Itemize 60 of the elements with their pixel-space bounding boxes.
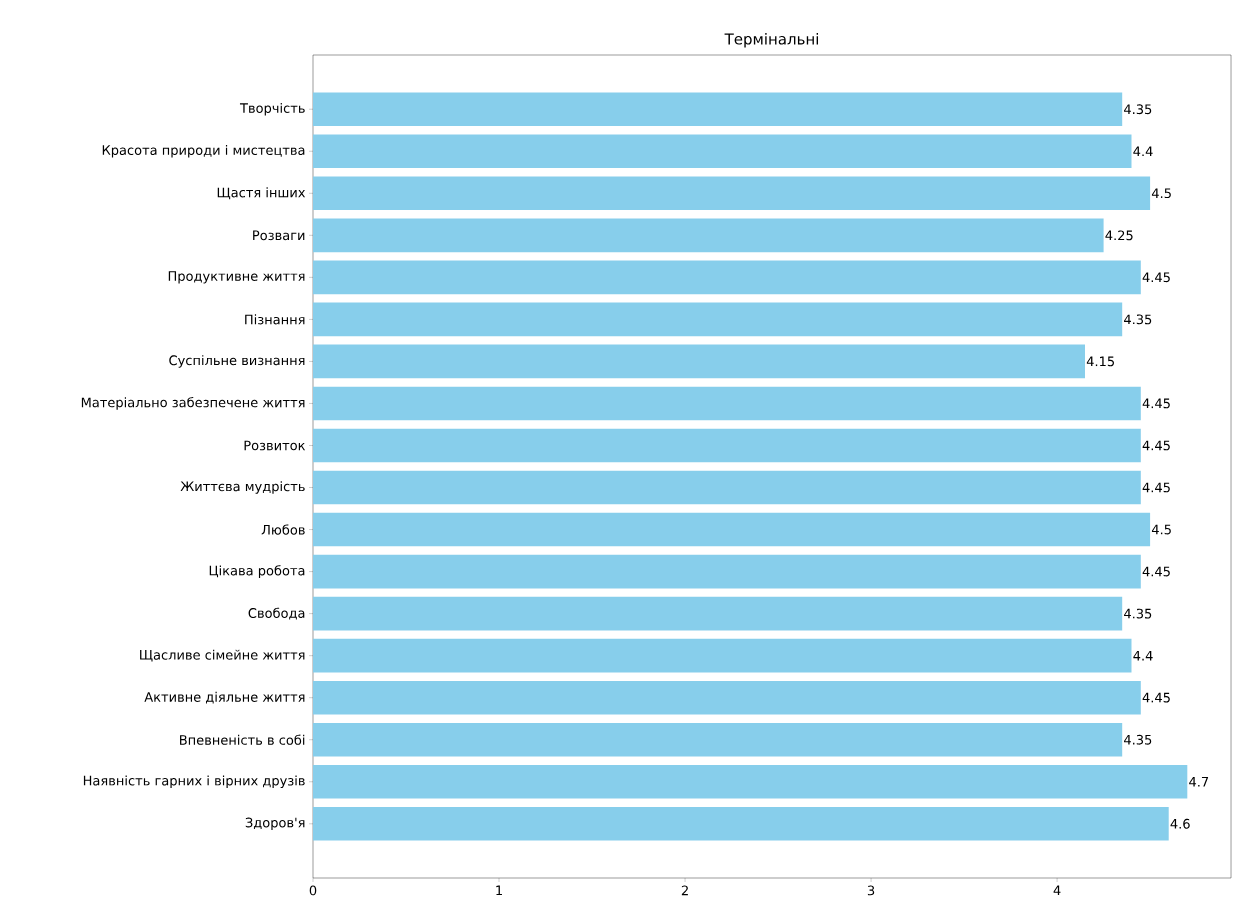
y-tick-label: Суспільне визнання xyxy=(169,355,305,368)
y-tick-label: Красота природи і мистецтва xyxy=(102,144,305,158)
bar xyxy=(313,554,1141,589)
bar xyxy=(313,512,1151,547)
data-label: 4.35 xyxy=(1124,734,1152,745)
y-tick-label: Свобода xyxy=(248,607,305,620)
bar xyxy=(313,596,1123,631)
data-label: 4.6 xyxy=(1170,818,1190,829)
chart-title: Термінальні xyxy=(724,32,819,48)
bar xyxy=(313,638,1132,673)
data-label: 4.45 xyxy=(1142,692,1170,703)
data-label: 4.4 xyxy=(1133,650,1153,661)
y-tick-label: Розвиток xyxy=(244,440,306,451)
x-tick-label: 2 xyxy=(681,885,688,896)
y-tick-label: Творчість xyxy=(239,102,305,116)
y-tick-label: Матеріально забезпечене життя xyxy=(81,397,305,410)
data-label: 4.45 xyxy=(1142,272,1170,283)
data-label: 4.35 xyxy=(1124,314,1152,325)
bar xyxy=(313,218,1104,253)
bar xyxy=(313,134,1132,169)
data-label: 4.35 xyxy=(1124,608,1152,619)
y-tick-label: Щастя інших xyxy=(217,187,306,200)
x-tick-label: 4 xyxy=(1053,885,1061,896)
y-tick-label: Любов xyxy=(261,524,305,535)
bar xyxy=(313,386,1141,421)
data-label: 4.7 xyxy=(1189,777,1209,787)
data-label: 4.5 xyxy=(1151,188,1171,199)
y-tick-label: Продуктивне життя xyxy=(168,271,305,284)
y-tick-label: Наявність гарних і вірних друзів xyxy=(83,775,305,789)
bar xyxy=(313,176,1151,211)
bar xyxy=(313,260,1141,295)
bar xyxy=(313,680,1141,715)
x-tick-label: 1 xyxy=(496,885,502,896)
bar xyxy=(313,806,1169,841)
data-label: 4.45 xyxy=(1142,482,1170,493)
data-label: 4.35 xyxy=(1124,104,1152,115)
y-tick-label: Цікава робота xyxy=(209,565,305,578)
data-label: 4.5 xyxy=(1151,524,1171,535)
y-tick-label: Впевненість в собі xyxy=(180,734,305,745)
bar xyxy=(313,722,1123,757)
y-tick-label: Здоров'я xyxy=(245,817,305,830)
bar xyxy=(313,92,1123,127)
bar xyxy=(313,428,1141,463)
y-tick-label: Пізнання xyxy=(245,314,305,325)
data-label: 4.45 xyxy=(1142,566,1170,577)
bar xyxy=(313,470,1141,505)
y-tick-label: Активне діяльне життя xyxy=(144,691,305,704)
y-tick-label: Щасливе сімейне життя xyxy=(140,649,305,662)
bar xyxy=(313,302,1123,337)
bar xyxy=(313,344,1085,379)
x-tick-label: 3 xyxy=(867,885,875,896)
bar xyxy=(313,764,1188,799)
y-tick-label: Розваги xyxy=(253,230,305,241)
data-label: 4.4 xyxy=(1133,146,1153,156)
data-label: 4.25 xyxy=(1105,230,1133,241)
data-label: 4.15 xyxy=(1086,356,1114,367)
y-tick-label: Життєва мудрість xyxy=(180,481,305,494)
data-label: 4.45 xyxy=(1142,440,1170,451)
data-label: 4.45 xyxy=(1142,398,1170,409)
x-tick-label: 0 xyxy=(309,885,317,896)
